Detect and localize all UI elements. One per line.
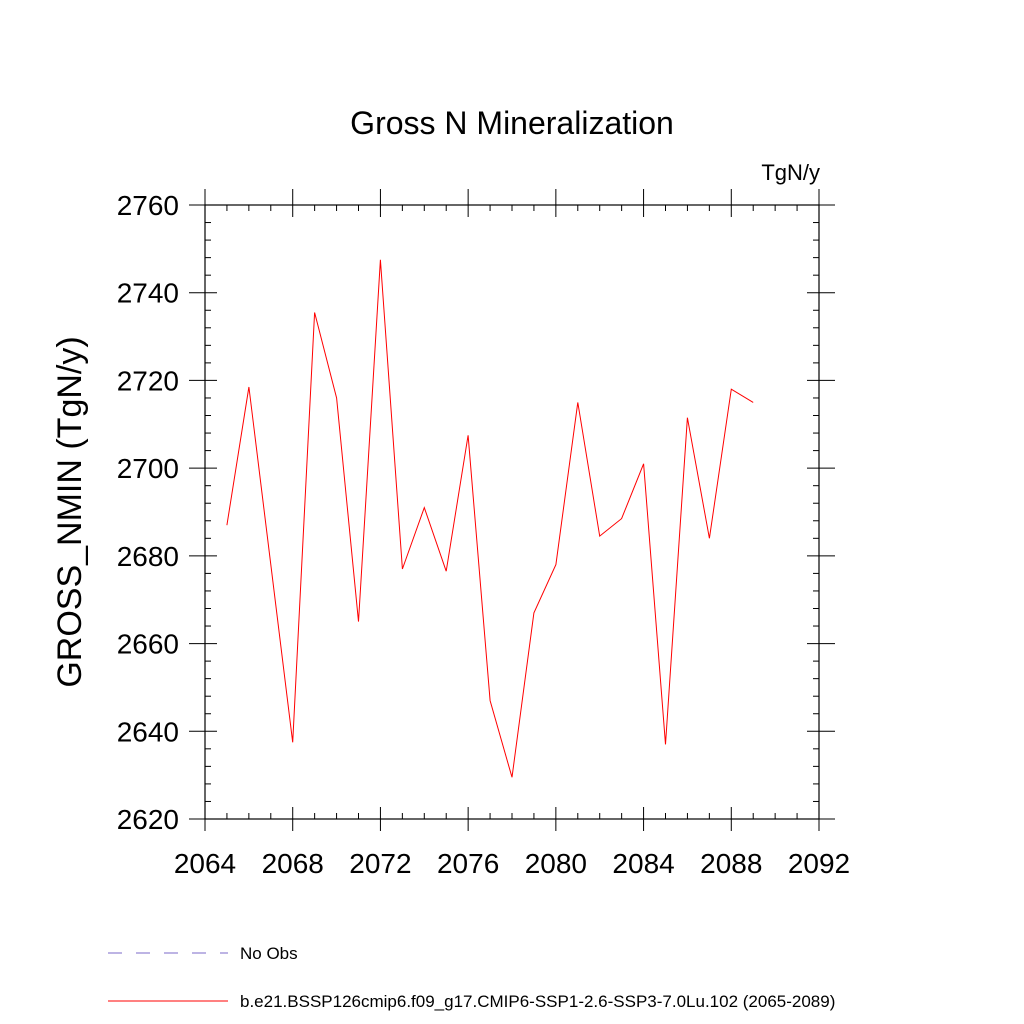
axis-ticks [189, 189, 835, 831]
plot-frame [204, 204, 820, 820]
x-tick-label: 2076 [437, 848, 499, 879]
x-tick-label: 2068 [262, 848, 324, 879]
series-line [226, 259, 754, 778]
y-tick-label: 2660 [117, 629, 179, 660]
y-tick-label: 2620 [117, 804, 179, 835]
y-tick-label: 2760 [117, 190, 179, 221]
x-tick-labels: 2064 2068 2072 2076 2080 2084 2088 2092 [174, 848, 850, 879]
legend: No Obs b.e21.BSSP126cmip6.f09_g17.CMIP6-… [108, 944, 835, 1011]
chart-title: Gross N Mineralization [350, 105, 674, 141]
x-tick-label: 2080 [525, 848, 587, 879]
legend-label-model: b.e21.BSSP126cmip6.f09_g17.CMIP6-SSP1-2.… [240, 992, 835, 1011]
y-tick-label: 2700 [117, 453, 179, 484]
x-tick-label: 2072 [349, 848, 411, 879]
y-tick-label: 2720 [117, 365, 179, 396]
x-tick-label: 2092 [788, 848, 850, 879]
y-tick-labels: 2620 2640 2660 2680 2700 2720 2740 2760 [117, 190, 179, 835]
x-tick-label: 2088 [700, 848, 762, 879]
y-tick-label: 2740 [117, 278, 179, 309]
units-label: TgN/y [761, 160, 820, 185]
x-tick-label: 2064 [174, 848, 236, 879]
x-tick-label: 2084 [612, 848, 674, 879]
y-axis-label: GROSS_NMIN (TgN/y) [51, 336, 89, 687]
y-tick-label: 2680 [117, 541, 179, 572]
legend-label-no-obs: No Obs [240, 944, 298, 963]
series-layer [226, 259, 754, 778]
y-tick-label: 2640 [117, 716, 179, 747]
